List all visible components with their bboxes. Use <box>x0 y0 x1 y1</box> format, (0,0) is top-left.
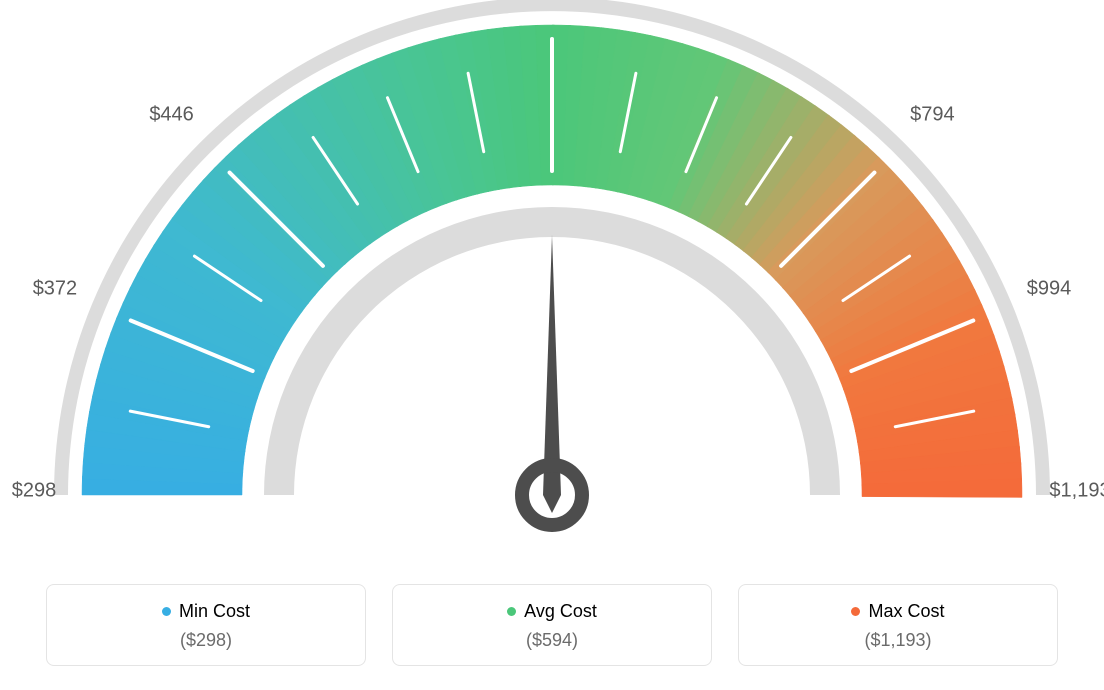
legend-title-max: Max Cost <box>851 601 944 622</box>
legend-label-avg: Avg Cost <box>524 601 597 622</box>
gauge-tick-label: $794 <box>910 103 955 126</box>
legend-value-min: ($298) <box>47 630 365 651</box>
gauge-tick-label: $1,193 <box>1049 480 1104 503</box>
cost-gauge-chart: $298$372$446$594$794$994$1,193 <box>0 0 1104 560</box>
gauge-svg <box>0 0 1104 560</box>
legend-value-max: ($1,193) <box>739 630 1057 651</box>
gauge-tick-label: $298 <box>12 480 57 503</box>
legend-label-max: Max Cost <box>868 601 944 622</box>
legend-title-avg: Avg Cost <box>507 601 597 622</box>
dot-avg <box>507 607 516 616</box>
gauge-tick-label: $446 <box>149 103 194 126</box>
legend-row: Min Cost ($298) Avg Cost ($594) Max Cost… <box>0 584 1104 666</box>
legend-card-avg: Avg Cost ($594) <box>392 584 712 666</box>
gauge-tick-label: $372 <box>33 278 78 301</box>
gauge-tick-label: $994 <box>1027 278 1072 301</box>
dot-min <box>162 607 171 616</box>
dot-max <box>851 607 860 616</box>
legend-card-min: Min Cost ($298) <box>46 584 366 666</box>
legend-label-min: Min Cost <box>179 601 250 622</box>
legend-card-max: Max Cost ($1,193) <box>738 584 1058 666</box>
legend-value-avg: ($594) <box>393 630 711 651</box>
legend-title-min: Min Cost <box>162 601 250 622</box>
